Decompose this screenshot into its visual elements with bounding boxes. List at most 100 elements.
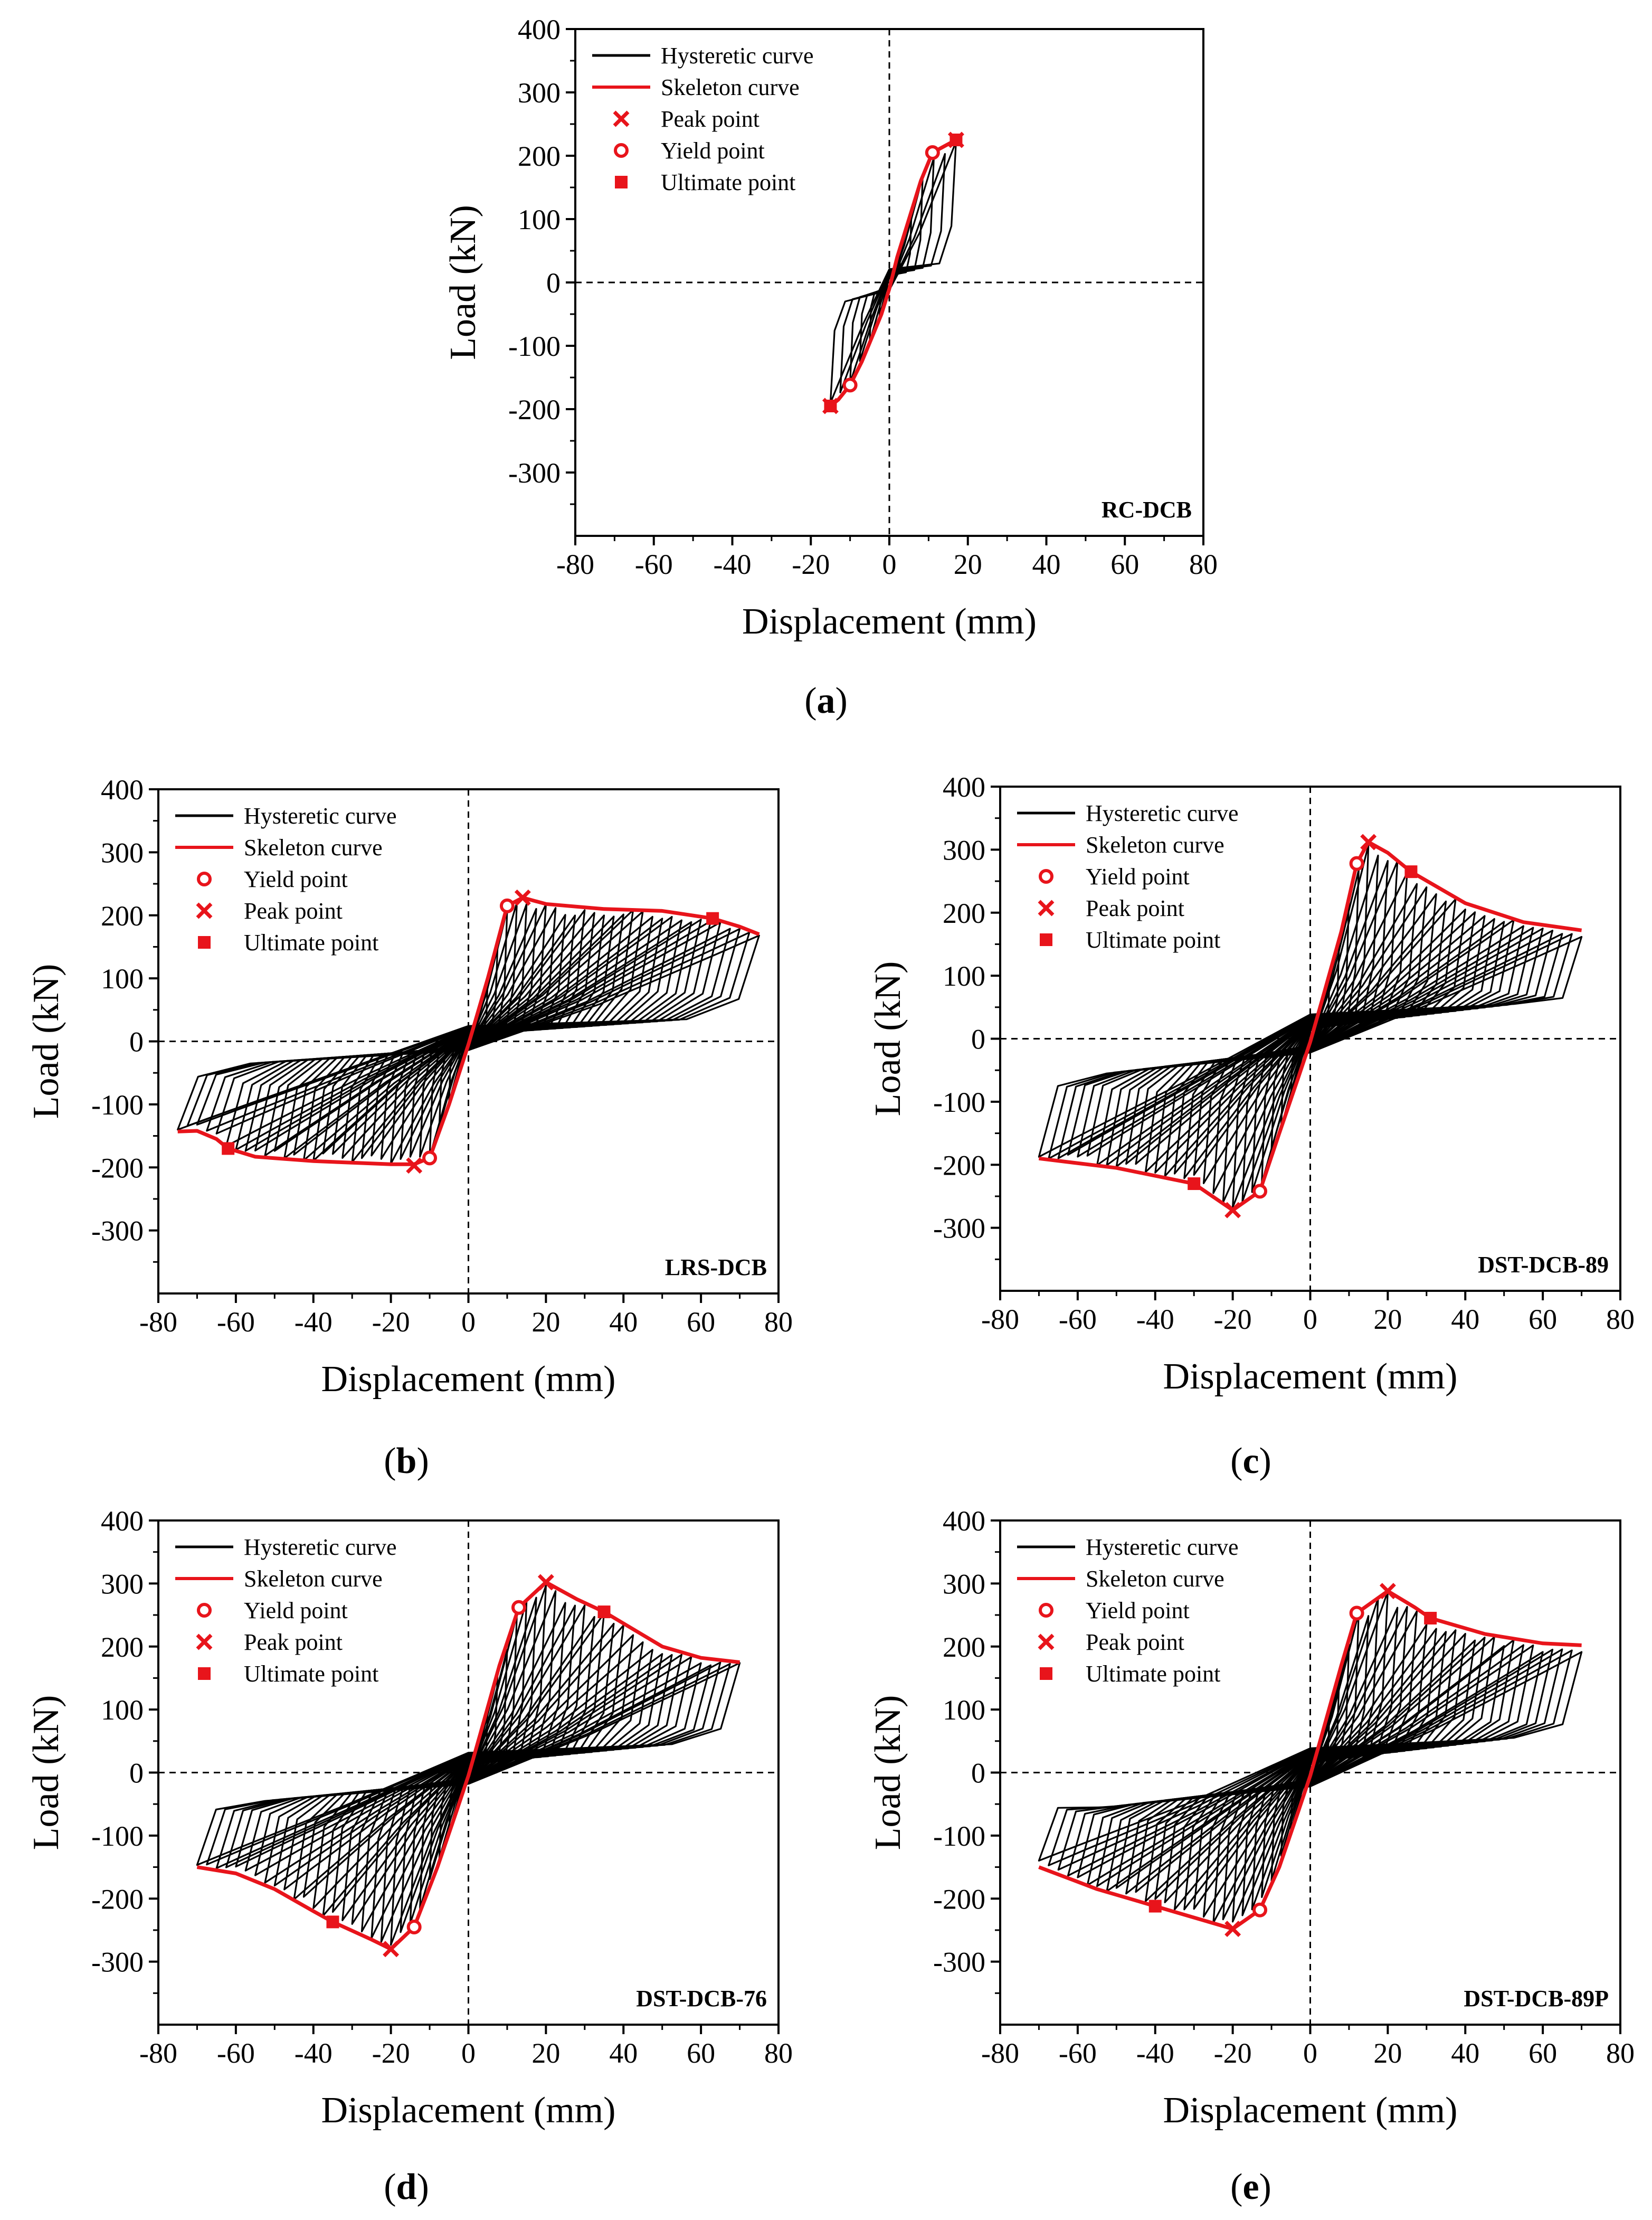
legend-label: Yield point [244,1598,348,1623]
x-tick-label: 60 [687,1306,715,1338]
chart-panel-b: -80 -60 -40 -20 0 20 40 60 804003002001000-100-2… [26,774,793,1481]
panel-caption: (a) [804,681,848,721]
x-tick-label: 0 [1303,1303,1317,1335]
x-tick-label: 80 [1189,549,1218,580]
caption-paren: ) [416,1441,429,1481]
chart-panel-c: -80 -60 -40 -20 0 20 40 60 804003002001000-100-2… [868,771,1635,1481]
y-tick-label: -200 [933,1149,985,1181]
legend: Hysteretic curve Skeleton curve Yield poin… [1017,1534,1239,1687]
legend-label: Skeleton curve [1086,1566,1224,1592]
legend-label: Skeleton curve [244,1566,383,1592]
x-tick-label: -40 [295,1306,333,1338]
panel-caption: (c) [1230,1441,1271,1481]
specimen-label: DST-DCB-89 [1478,1252,1609,1278]
yield-point-marker [1351,1607,1363,1619]
y-tick-label: 200 [943,1631,985,1663]
x-tick-label: 60 [687,2037,715,2069]
x-tick-label: 0 [461,2037,476,2069]
panel-caption: (d) [384,2167,429,2207]
legend-ultimate-marker [1040,1667,1052,1680]
y-tick-label: -300 [508,457,561,489]
ultimate-point-marker [1424,1612,1437,1624]
legend-yield-marker [615,145,627,156]
legend-label: Peak point [1086,1629,1184,1655]
x-axis-title: Displacement (mm) [321,2090,616,2131]
x-tick-label: 20 [531,2037,560,2069]
x-tick-label: 60 [1528,2037,1557,2069]
x-tick-label: 20 [531,1306,560,1338]
legend-ultimate-marker [198,1667,211,1680]
y-tick-label: 200 [518,140,561,172]
ultimate-point-marker [1404,865,1417,878]
x-tick-label: -60 [1059,2037,1097,2069]
x-tick-label: 80 [1606,2037,1635,2069]
x-tick-label: -20 [1214,1303,1252,1335]
x-tick-label: 0 [882,549,897,580]
y-tick-label: 200 [101,900,144,932]
x-tick-label: -20 [372,2037,410,2069]
caption-letter: d [396,2167,417,2207]
legend-label: Ultimate point [244,1661,378,1687]
ultimate-point-marker [706,912,719,925]
ultimate-point-marker [1149,1900,1162,1913]
y-tick-label: 200 [943,898,985,929]
legend-label: Hysteretic curve [1086,1534,1239,1560]
specimen-label: DST-DCB-76 [636,1986,767,2011]
x-tick-label: 40 [1451,2037,1479,2069]
x-tick-label: -20 [1214,2037,1252,2069]
yield-point-marker [1254,1185,1266,1197]
legend-peak-marker [614,112,628,126]
x-tick-label: 40 [1032,549,1061,580]
chart-panel-d: -80 -60 -40 -20 0 20 40 60 804003002001000-100-2… [26,1505,793,2207]
figure: -80 -60 -40 -20 0 20 40 60 804003002001000-100-2… [0,0,1652,2220]
y-tick-label: -300 [933,1213,985,1244]
caption-paren: ) [836,681,848,721]
y-tick-label: 100 [943,1694,985,1726]
y-tick-label: -300 [91,1947,144,1978]
y-tick-label: 300 [518,77,561,109]
y-axis-title: Load (kN) [868,1695,908,1850]
x-tick-label: 80 [764,1306,793,1338]
legend-ultimate-marker [1040,933,1052,946]
y-tick-label: -200 [91,1152,144,1184]
legend-label: Peak point [244,1629,343,1655]
legend-yield-marker [1040,1604,1052,1616]
y-tick-label: 300 [943,1568,985,1600]
y-tick-label: -200 [91,1883,144,1915]
specimen-label: DST-DCB-89P [1464,1986,1609,2011]
y-tick-label: 400 [518,14,561,45]
x-tick-label: 60 [1110,549,1139,580]
caption-paren: ( [1230,2167,1242,2207]
legend-label: Ultimate point [1086,1661,1220,1687]
caption-letter: a [817,681,836,721]
x-tick-label: -20 [372,1306,410,1338]
x-tick-label: -40 [1136,2037,1174,2069]
y-tick-label: 300 [101,837,144,868]
y-tick-label: -100 [91,1089,144,1121]
x-axis-title: Displacement (mm) [321,1359,616,1400]
x-axis-title: Displacement (mm) [1163,2090,1458,2131]
y-tick-label: 0 [129,1758,144,1789]
legend-label: Hysteretic curve [1086,800,1239,826]
x-tick-label: -60 [1059,1303,1097,1335]
legend-label: Peak point [661,106,759,132]
y-tick-label: -200 [933,1883,985,1915]
x-tick-label: -80 [981,1303,1019,1335]
legend: Hysteretic curve Skeleton curve Yield poin… [1017,800,1239,953]
y-tick-label: 400 [101,774,144,806]
y-tick-label: 100 [518,204,561,235]
y-tick-label: 200 [101,1631,144,1663]
x-tick-label: 20 [1373,1303,1402,1335]
legend-label: Yield point [661,138,765,164]
x-tick-label: 60 [1528,1303,1557,1335]
legend-ultimate-marker [615,176,628,188]
y-tick-label: 100 [101,963,144,995]
x-axis-title: Displacement (mm) [1163,1356,1458,1397]
legend-peak-marker [197,904,211,918]
x-tick-label: -60 [217,1306,255,1338]
ultimate-point-marker [222,1142,234,1155]
legend-peak-marker [197,1635,211,1649]
ultimate-point-marker [598,1605,611,1618]
y-axis-title: Load (kN) [868,961,908,1117]
legend-label: Ultimate point [661,169,795,195]
